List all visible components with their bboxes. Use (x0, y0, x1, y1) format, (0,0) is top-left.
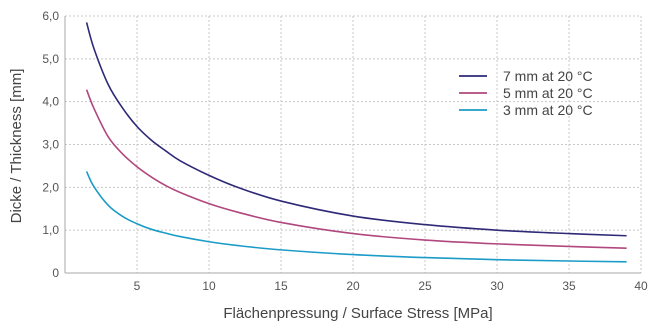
y-tick-label: 5,0 (42, 52, 59, 66)
series-lines (85, 22, 627, 263)
legend: 7 mm at 20 °C5 mm at 20 °C3 mm at 20 °C (459, 68, 593, 118)
y-tick-label: 4,0 (42, 95, 59, 109)
y-tick-label: 6,0 (42, 9, 59, 23)
x-tick-label: 20 (346, 279, 360, 293)
y-tick-label: 1,0 (42, 223, 59, 237)
y-tick-label: 3,0 (42, 138, 59, 152)
tick-labels: 0 1,0 2,0 3,0 4,0 5,0 6,0 5 10 15 20 25 30 35 40 (42, 9, 648, 293)
x-axis-title: Flächenpressung / Surface Stress [MPa] (223, 305, 492, 322)
y-tick-label: 0 (52, 266, 59, 280)
series-line-1 (85, 22, 627, 237)
series-line-3 (85, 171, 627, 263)
y-axis-title: Dicke / Thickness [mm] (8, 69, 25, 224)
series-line-2 (85, 89, 627, 249)
x-tick-label: 5 (134, 279, 141, 293)
x-tick-label: 10 (202, 279, 216, 293)
x-tick-label: 35 (562, 279, 576, 293)
y-tick-label: 2,0 (42, 180, 59, 194)
x-tick-label: 40 (634, 279, 648, 293)
legend-label-1: 7 mm at 20 °C (503, 68, 593, 84)
x-tick-label: 15 (274, 279, 288, 293)
x-tick-label: 25 (418, 279, 432, 293)
grid-lines (65, 15, 642, 273)
legend-label-2: 5 mm at 20 °C (503, 85, 593, 101)
axes (64, 16, 641, 274)
x-tick-label: 30 (490, 279, 504, 293)
legend-label-3: 3 mm at 20 °C (503, 102, 593, 118)
